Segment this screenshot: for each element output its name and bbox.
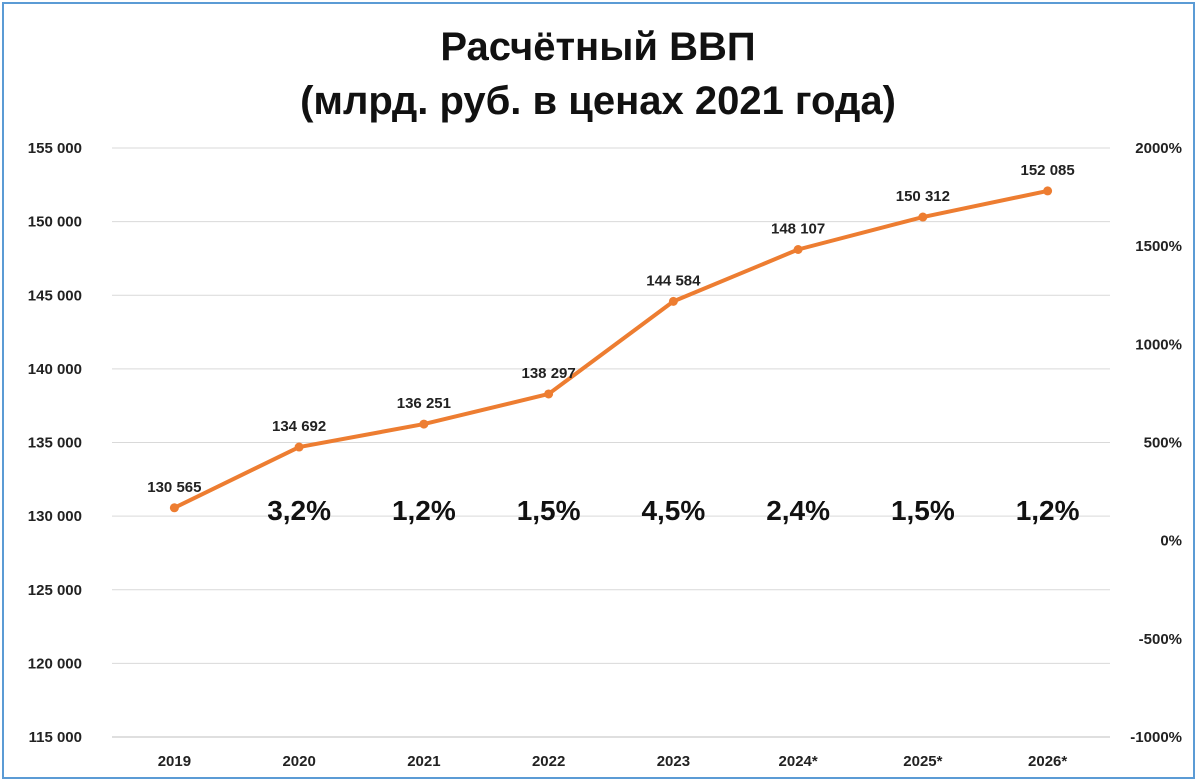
x-tick-label: 2025* — [903, 753, 942, 770]
growth-label: 2,4% — [766, 495, 830, 526]
y-tick-label: 145 000 — [28, 287, 82, 304]
y2-tick-label: 1000% — [1135, 336, 1182, 353]
y-tick-label: 150 000 — [28, 214, 82, 231]
data-label: 134 692 — [272, 418, 326, 435]
data-label: 130 565 — [147, 479, 201, 496]
growth-label: 4,5% — [641, 495, 705, 526]
x-tick-label: 2022 — [532, 753, 565, 770]
x-tick-label: 2020 — [282, 753, 315, 770]
x-tick-label: 2021 — [407, 753, 440, 770]
chart-title-line-2: (млрд. руб. в ценах 2021 года) — [300, 79, 896, 123]
y-axis-right: -1000% -500% 0% 500% 1000% 1500% 2000% — [1130, 140, 1182, 746]
y2-tick-label: 2000% — [1135, 140, 1182, 157]
gridlines — [112, 147, 1110, 738]
data-point — [544, 389, 554, 399]
data-point — [918, 212, 928, 222]
growth-label: 1,2% — [1016, 495, 1080, 526]
y-tick-label: 155 000 — [28, 140, 82, 157]
y-tick-label: 130 000 — [28, 508, 82, 525]
x-tick-label: 2026* — [1028, 753, 1067, 770]
y2-tick-label: -1000% — [1130, 729, 1182, 746]
data-label: 144 584 — [646, 272, 701, 289]
y2-tick-label: 500% — [1144, 435, 1182, 452]
series-line — [172, 188, 1050, 510]
data-label: 150 312 — [896, 188, 950, 205]
data-labels: 130 565 134 692 136 251 138 297 144 584 148 1… — [147, 162, 1074, 496]
y-tick-label: 125 000 — [28, 582, 82, 599]
y-tick-label: 115 000 — [29, 729, 82, 746]
data-point — [419, 419, 429, 429]
y-tick-label: 140 000 — [28, 361, 82, 378]
data-label: 138 297 — [522, 365, 576, 382]
data-label: 152 085 — [1021, 162, 1075, 179]
x-tick-label: 2024* — [779, 753, 818, 770]
data-point — [668, 296, 678, 306]
y-tick-label: 120 000 — [28, 655, 82, 672]
growth-labels: 3,2% 1,2% 1,5% 4,5% 2,4% 1,5% 1,2% — [267, 495, 1079, 526]
y2-tick-label: 0% — [1160, 533, 1182, 550]
data-point — [793, 244, 803, 254]
y-tick-label: 135 000 — [28, 435, 82, 452]
data-point — [169, 503, 179, 513]
data-label: 136 251 — [397, 395, 451, 412]
data-point — [1043, 186, 1053, 196]
y2-tick-label: -500% — [1139, 631, 1182, 648]
data-label: 148 107 — [771, 220, 825, 237]
x-tick-label: 2019 — [158, 753, 191, 770]
y-axis-left: 115 000 120 000 125 000 130 000 135 000 140 0… — [28, 140, 82, 746]
growth-label: 1,5% — [891, 495, 955, 526]
data-point — [294, 442, 304, 452]
y2-tick-label: 1500% — [1135, 238, 1182, 255]
growth-label: 3,2% — [267, 495, 331, 526]
x-axis: 2019 2020 2021 2022 2023 2024* 2025* 2026* — [158, 753, 1068, 770]
growth-label: 1,2% — [392, 495, 456, 526]
growth-label: 1,5% — [517, 495, 581, 526]
x-tick-label: 2023 — [657, 753, 690, 770]
series-line-group — [169, 186, 1053, 513]
chart-title-line-1: Расчётный ВВП — [440, 25, 755, 69]
